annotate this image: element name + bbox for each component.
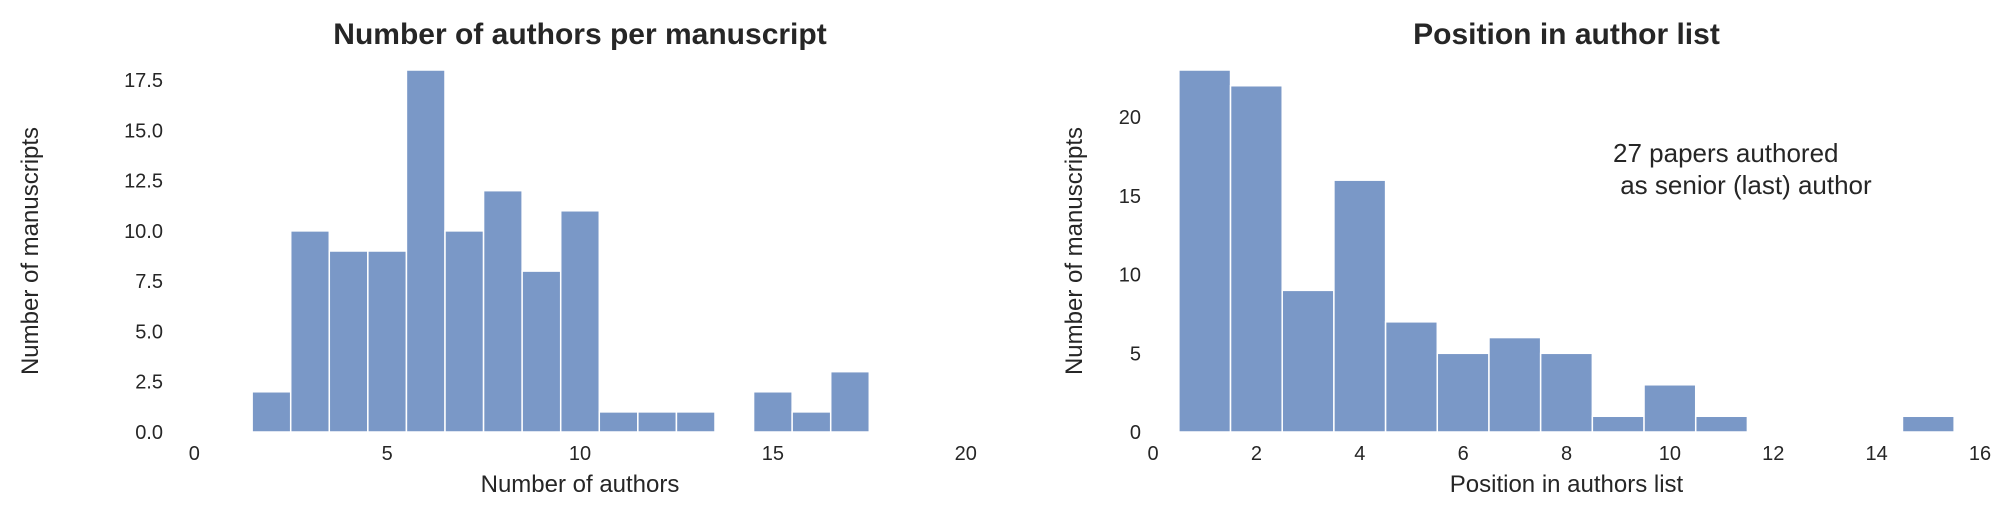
y-tick-label: 17.5 [124, 70, 163, 92]
x-ticks: 0 2 4 6 8 10 12 14 16 [1147, 443, 1991, 465]
bar [521, 270, 562, 433]
chart-title: Number of authors per manuscript [333, 18, 826, 51]
x-tick-label: 20 [955, 443, 977, 465]
x-tick-label: 0 [189, 443, 200, 465]
bar [367, 250, 408, 433]
bar [405, 69, 446, 433]
bar [1591, 415, 1645, 433]
bar [1488, 336, 1542, 433]
y-tick-label: 10.0 [124, 221, 163, 243]
bar [559, 210, 601, 433]
bar [752, 391, 793, 433]
x-tick-label: 8 [1561, 443, 1572, 465]
bars [1178, 69, 1955, 433]
bar [1539, 352, 1594, 433]
x-tick-label: 4 [1354, 443, 1365, 465]
chart-title: Position in author list [1413, 18, 1720, 51]
bar [1333, 179, 1387, 433]
bar [1901, 415, 1955, 433]
y-tick-label: 15.0 [124, 120, 163, 142]
y-tick-label: 5 [1130, 343, 1141, 365]
y-tick-label: 0 [1130, 422, 1141, 444]
x-tick-label: 0 [1147, 443, 1158, 465]
bar [1436, 352, 1490, 433]
y-axis-label: Number of manuscripts [17, 127, 44, 375]
bar [1229, 84, 1283, 433]
y-tick-label: 5.0 [135, 321, 163, 343]
x-tick-label: 15 [762, 443, 784, 465]
y-tick-label: 12.5 [124, 171, 163, 193]
y-ticks: 0.0 2.5 5.0 7.5 10.0 12.5 15.0 17.5 [124, 70, 163, 444]
x-axis-label: Number of authors [481, 471, 680, 498]
y-tick-label: 10 [1119, 265, 1141, 287]
bar [1178, 69, 1232, 433]
bar [1694, 415, 1749, 433]
x-tick-label: 16 [1969, 443, 1991, 465]
bar [444, 230, 485, 433]
bars [251, 69, 871, 433]
x-tick-label: 14 [1866, 443, 1888, 465]
x-tick-label: 10 [1659, 443, 1681, 465]
annotation-line: as senior (last) author [1613, 170, 1872, 200]
bar [829, 370, 871, 433]
annotation: 27 papers authored as senior (last) auth… [1613, 138, 1872, 200]
y-tick-label: 2.5 [135, 372, 163, 394]
bar [1643, 384, 1697, 433]
x-tick-label: 6 [1458, 443, 1469, 465]
x-tick-label: 2 [1251, 443, 1262, 465]
bar [1281, 289, 1335, 433]
y-axis-label: Number of manuscripts [1061, 127, 1088, 375]
bar [791, 411, 832, 433]
bar [289, 230, 331, 433]
bar [482, 189, 523, 433]
bar [598, 411, 639, 433]
x-tick-label: 10 [569, 443, 591, 465]
histogram-author-position: Position in author list 0 2 4 6 8 10 12 14 16 0 5 10… [1061, 18, 1991, 498]
bar [328, 250, 369, 433]
x-ticks: 0 5 10 15 20 [189, 443, 977, 465]
bar [1384, 321, 1439, 433]
x-tick-label: 12 [1762, 443, 1784, 465]
bar [251, 391, 292, 433]
y-ticks: 0 5 10 15 20 [1119, 107, 1141, 444]
bar [675, 411, 716, 433]
x-axis-label: Position in authors list [1450, 471, 1684, 498]
histogram-authors-per-manuscript: Number of authors per manuscript 0 5 10 15 20… [17, 18, 977, 498]
y-tick-label: 20 [1119, 107, 1141, 129]
y-tick-label: 0.0 [135, 422, 163, 444]
bar [637, 411, 678, 433]
y-tick-label: 15 [1119, 186, 1141, 208]
x-tick-label: 5 [382, 443, 393, 465]
y-tick-label: 7.5 [135, 271, 163, 293]
annotation-line: 27 papers authored [1613, 138, 1839, 168]
